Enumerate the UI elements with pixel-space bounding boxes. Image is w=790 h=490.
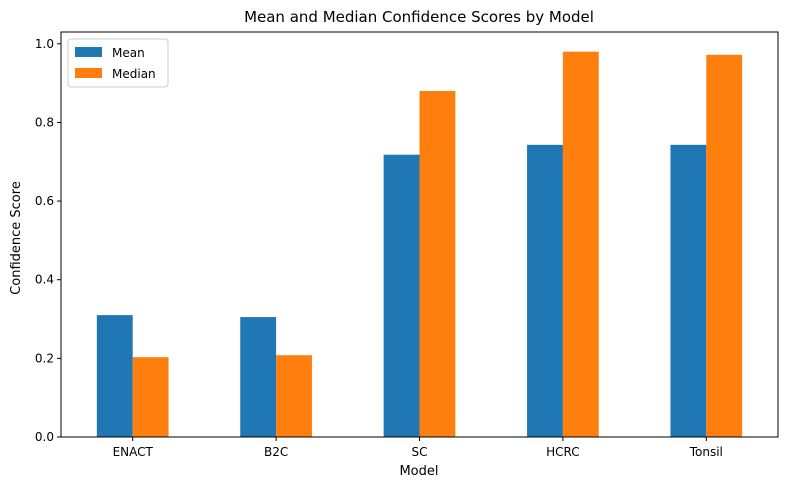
x-tick-label: SC xyxy=(412,445,428,459)
y-tick-label: 0.4 xyxy=(35,273,54,287)
x-tick-label: Tonsil xyxy=(689,445,723,459)
legend-label-mean: Mean xyxy=(112,46,145,60)
y-tick-label: 0.2 xyxy=(35,351,54,365)
chart-title: Mean and Median Confidence Scores by Mod… xyxy=(244,8,594,26)
plot-area: 0.0 0.2 0.4 0.6 0.8 1.0 ENACT B2C SC HCRC Tonsil xyxy=(35,31,779,459)
bar-mean-enact xyxy=(96,315,133,437)
bar-median-enact xyxy=(132,357,169,437)
y-tick-label: 1.0 xyxy=(35,37,54,51)
x-tick-label: B2C xyxy=(264,445,288,459)
bar-mean-sc xyxy=(383,154,420,437)
bar-median-tonsil xyxy=(706,54,743,438)
bar-median-b2c xyxy=(276,355,312,437)
x-tick-label: ENACT xyxy=(113,445,154,459)
y-axis-label: Confidence Score xyxy=(9,181,24,295)
legend: Mean Median xyxy=(67,38,169,88)
legend-swatch-mean xyxy=(75,47,102,57)
y-tick-label: 0.8 xyxy=(35,115,54,129)
x-axis-label: Model xyxy=(399,464,438,479)
bar-mean-tonsil xyxy=(670,144,707,437)
y-tick-label: 0.0 xyxy=(35,430,54,444)
x-tick-label: HCRC xyxy=(546,445,580,459)
y-tick-label: 0.6 xyxy=(35,194,54,208)
bar-mean-hcrc xyxy=(527,144,563,437)
bar-median-sc xyxy=(419,90,456,437)
bar-median-hcrc xyxy=(562,51,599,437)
bar-mean-b2c xyxy=(240,317,277,437)
legend-swatch-median xyxy=(75,68,102,78)
legend-label-median: Median xyxy=(112,67,156,81)
